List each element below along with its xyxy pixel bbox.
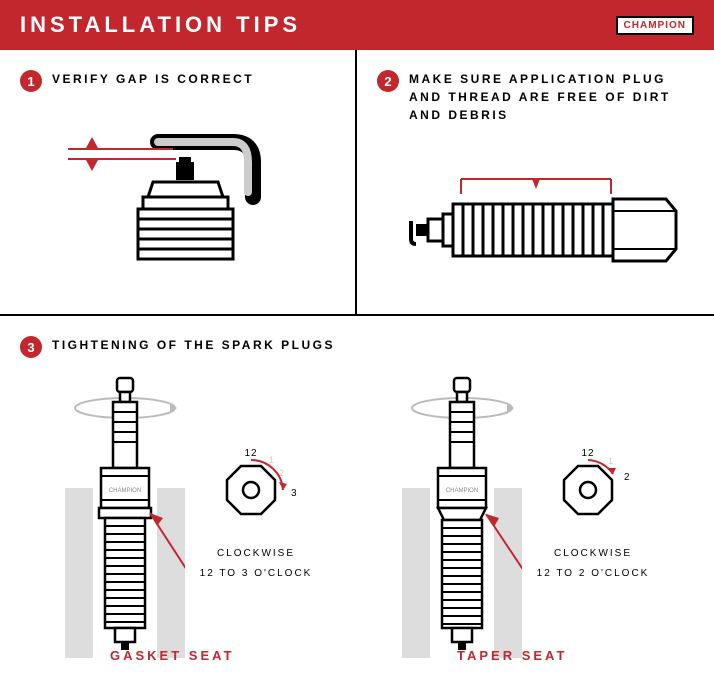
taper-clock-block: 12 1 2 CLOCKWISE 12 TO 2 O'CLOCK (537, 446, 650, 581)
step-2-head: 2 Make sure application plug and thread … (377, 70, 694, 124)
taper-seat-block: CHAMPION (357, 368, 694, 658)
taper-plug-icon: CHAMPION (402, 368, 522, 658)
taper-clock-text2: 12 TO 2 O'CLOCK (537, 567, 650, 581)
thread-diagram-icon (386, 149, 686, 289)
step-3-number: 3 (20, 336, 42, 358)
header-title: INSTALLATION TIPS (20, 12, 301, 38)
header-bar: INSTALLATION TIPS CHAMPION (0, 0, 714, 50)
top-steps-grid: 1 Verify gap is correct (0, 50, 714, 316)
step-3-panel: 3 Tightening of the spark plugs (0, 316, 714, 678)
step-3-head: 3 Tightening of the spark plugs (20, 336, 694, 358)
step-1-title: Verify gap is correct (52, 70, 254, 88)
step-2-title: Make sure application plug and thread ar… (409, 70, 694, 124)
step-3-title: Tightening of the spark plugs (52, 336, 335, 354)
svg-text:12: 12 (581, 448, 594, 459)
clock-12-label: 12 (244, 448, 257, 459)
gasket-plug-icon: CHAMPION (65, 368, 185, 658)
clock-3-label: 3 (291, 488, 298, 499)
step-1-number: 1 (20, 70, 42, 92)
step-2-panel: 2 Make sure application plug and thread … (357, 50, 714, 314)
brand-badge: CHAMPION (616, 16, 694, 35)
taper-seat-label: TAPER SEAT (457, 648, 567, 663)
step-1-panel: 1 Verify gap is correct (0, 50, 357, 314)
step-3-body: CHAMPION (20, 368, 694, 658)
svg-text:CHAMPION: CHAMPION (108, 488, 140, 494)
step-2-illustration (377, 134, 694, 304)
gasket-clock-text1: CLOCKWISE (200, 547, 313, 561)
svg-text:2: 2 (624, 472, 631, 483)
svg-text:1: 1 (269, 455, 274, 465)
taper-clock-icon: 12 1 2 (546, 446, 641, 536)
step-1-illustration (20, 102, 335, 272)
svg-text:1: 1 (608, 456, 613, 466)
gasket-seat-block: CHAMPION (20, 368, 357, 658)
gasket-clock-icon: 12 1 2 3 (209, 446, 304, 536)
step-1-head: 1 Verify gap is correct (20, 70, 335, 92)
gasket-seat-label: GASKET SEAT (110, 648, 235, 663)
gap-diagram-icon (48, 107, 308, 267)
gasket-clock-block: 12 1 2 3 CLOCKWISE 12 TO 3 O'CLOCK (200, 446, 313, 581)
taper-clock-text1: CLOCKWISE (537, 547, 650, 561)
svg-text:CHAMPION: CHAMPION (445, 488, 477, 494)
step-2-number: 2 (377, 70, 399, 92)
gasket-clock-text2: 12 TO 3 O'CLOCK (200, 567, 313, 581)
